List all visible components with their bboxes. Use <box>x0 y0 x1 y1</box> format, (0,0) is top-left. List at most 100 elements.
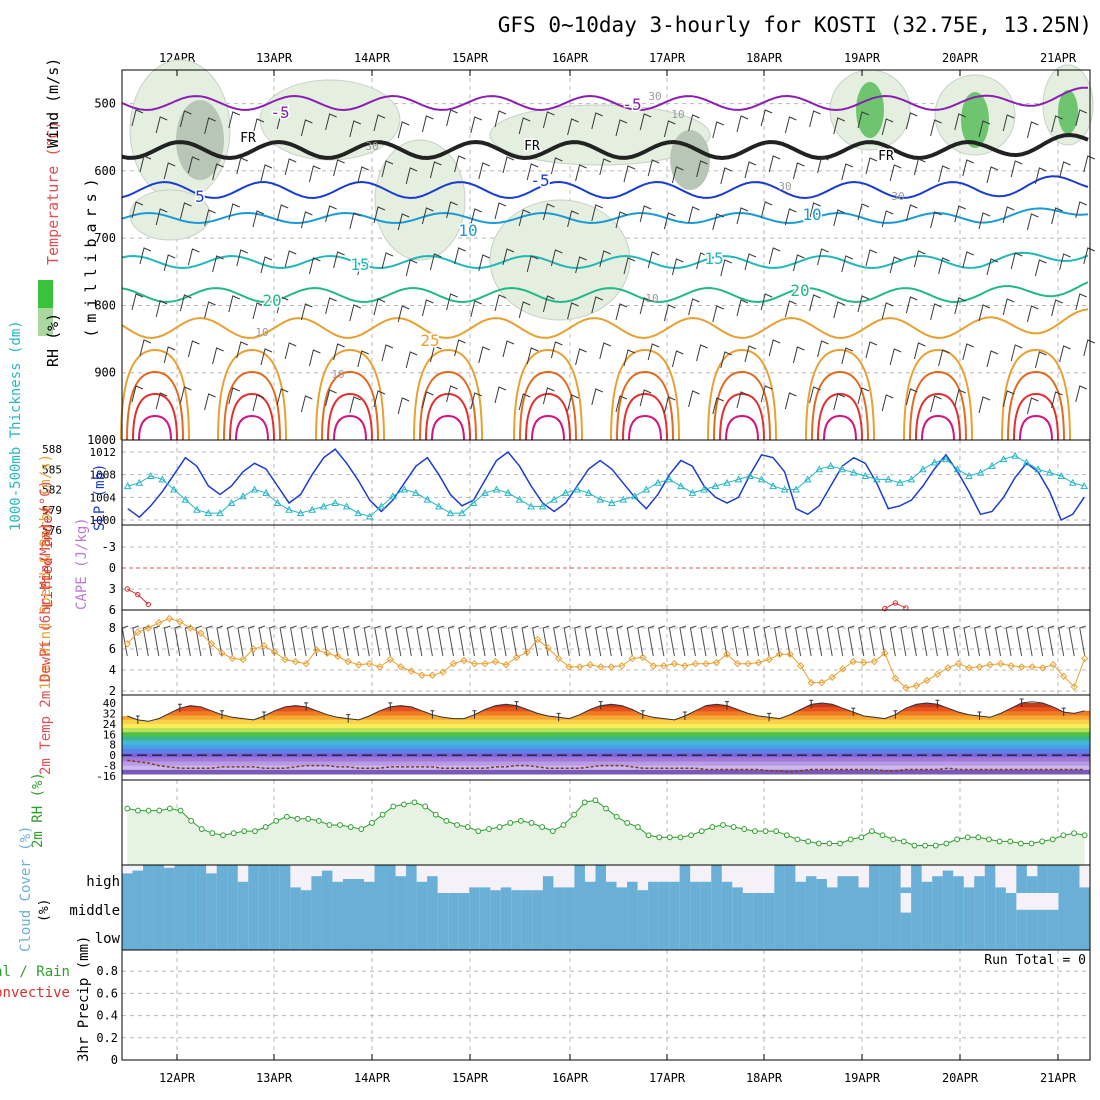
cloud-cover-bar <box>900 887 912 893</box>
cloud-cell-clear <box>1047 893 1059 921</box>
cloud-cover-bar <box>395 893 407 921</box>
cloud-cell-clear <box>1016 893 1028 921</box>
cloud-cover-bar <box>332 921 344 950</box>
wind-barb <box>768 155 781 173</box>
cloud-cover-bar <box>658 893 670 921</box>
warm-contour <box>333 414 367 441</box>
wind-speed-point <box>944 664 952 672</box>
rh-point <box>1081 832 1088 839</box>
cloud-cover-bar <box>953 893 965 921</box>
cloud-cover-bar <box>574 893 586 921</box>
thickness-point <box>896 478 904 486</box>
rh-point <box>837 840 843 847</box>
slp-label: SLP (mb) <box>92 464 108 531</box>
date-tick-top: 21APR <box>1040 51 1077 65</box>
wind-barb <box>962 159 974 177</box>
cloud-cover-bar <box>258 921 270 950</box>
wind-barb <box>381 252 394 270</box>
cloud-cover-bar <box>890 921 902 950</box>
cloud-cover-bar <box>1026 909 1038 921</box>
warm-contour <box>719 392 765 441</box>
precip-tick: 0.4 <box>96 1009 118 1023</box>
cloud-cover-bar <box>269 893 281 921</box>
wind-speed-point <box>533 635 542 644</box>
cloud-cover-bar <box>711 893 723 921</box>
cloud-cover-bar <box>1037 909 1049 921</box>
lifted-index-line <box>127 588 149 605</box>
cloud-cover-bar <box>869 893 880 921</box>
wind-barb <box>325 297 337 315</box>
cloud-cover-bar <box>711 865 723 893</box>
wind-barb <box>247 625 255 657</box>
thickness-point <box>757 475 766 483</box>
rh-contour-label: 10 <box>331 368 344 381</box>
temperature-band <box>122 719 1090 725</box>
cloud-cover-bar <box>995 921 1007 950</box>
wind-speed-point <box>270 648 279 656</box>
wind-barb <box>373 114 386 132</box>
wind-barb <box>857 203 870 221</box>
cloud-cover-bar <box>869 921 880 950</box>
rh-point <box>645 832 652 839</box>
cloud-cover-bar <box>784 921 796 950</box>
thickness-point <box>780 485 789 493</box>
wind-barb <box>470 300 482 318</box>
wind-barb <box>720 259 732 277</box>
wind-barb <box>228 295 240 313</box>
rh-high-region <box>961 92 989 148</box>
rh-point <box>613 813 620 820</box>
wind-barb <box>1002 298 1015 316</box>
cape-label: CAPE (J/kg) <box>74 517 90 610</box>
cloud-cover-bar <box>521 921 533 950</box>
warm-contour <box>725 414 759 441</box>
wind-speed-point <box>344 657 352 666</box>
freezing-level-label: FR <box>524 139 540 154</box>
cloud-cover-bar <box>1058 921 1070 950</box>
cloud-cell-clear <box>690 865 702 893</box>
wind-barb <box>494 110 507 128</box>
wind-barb <box>226 625 234 657</box>
wind-barb <box>816 625 823 657</box>
temperature-minmax-marker <box>556 712 561 722</box>
cloud-cover-bar <box>963 887 975 893</box>
wind-barb <box>349 212 361 230</box>
wind-barb <box>478 346 490 364</box>
wind-barb <box>639 205 652 223</box>
temperature-mask <box>122 696 1090 722</box>
cloud-cover-bar <box>511 921 523 950</box>
temperature-minmax-marker <box>304 702 309 711</box>
wind-barb <box>774 625 781 657</box>
wind-barb <box>284 158 297 176</box>
wind-barb <box>905 112 918 130</box>
rh-high-region <box>1058 90 1078 134</box>
wind-barb <box>426 625 434 657</box>
rh-point <box>145 807 152 814</box>
warm-contour <box>138 414 172 441</box>
wind-barb <box>731 625 739 657</box>
wind-barb <box>986 258 999 276</box>
cloud-cover-bar <box>500 887 512 893</box>
cloud-cover-bar <box>690 881 702 893</box>
wind-speed-point <box>586 661 594 669</box>
rh-point <box>964 834 971 841</box>
cloud-cover-bar <box>1047 921 1059 950</box>
stability-grid <box>122 525 1090 610</box>
wind-speed-point <box>723 650 731 658</box>
wind-barb <box>373 390 386 408</box>
cloud-cell-clear <box>1037 893 1049 921</box>
rh-mid-region <box>176 100 224 180</box>
cloud-panel: high middle low (%) Cloud Cover (%) <box>18 826 1091 952</box>
cloud-cover-bar <box>627 881 638 893</box>
wind-speed-point <box>975 663 984 671</box>
wind-barb <box>760 109 773 127</box>
wind-barb <box>712 213 724 231</box>
thickness-point <box>861 471 870 479</box>
rh-point <box>1017 840 1024 847</box>
wind-barb <box>973 625 981 657</box>
cloud-cover-bar <box>206 893 218 921</box>
wind-barb <box>542 295 555 313</box>
rh-point <box>400 801 407 808</box>
thickness-point <box>792 485 800 493</box>
wind-speed-point <box>1081 654 1089 663</box>
